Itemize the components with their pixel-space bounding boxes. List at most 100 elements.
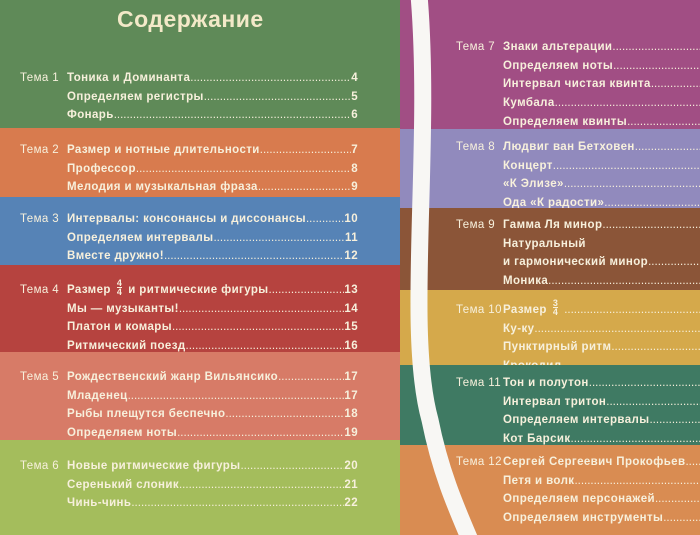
toc-entry[interactable]: Пунктирный ритм (456, 338, 700, 356)
toc-entry[interactable]: Тема 11 Тон и полутон (456, 374, 700, 392)
entry-title-text: Концерт (503, 159, 553, 172)
toc-entry[interactable]: Тема 2 Размер и нотные длительности 7 (20, 141, 358, 159)
page-number: 5 (351, 90, 358, 103)
toc-entry[interactable]: Мелодия и музыкальная фраза 9 (20, 178, 358, 196)
toc-entry[interactable]: Тема 7 Знаки альтерации (456, 38, 700, 56)
topic-label: Тема 11 (456, 377, 502, 389)
toc-entry[interactable]: Петя и волк (456, 472, 700, 490)
entry-title: Определяем ноты (503, 57, 613, 75)
toc-entry[interactable]: Концерт (456, 157, 700, 175)
entry-title: Серенький слоник (67, 476, 179, 494)
entry-title-text: Кумбала (503, 97, 555, 110)
toc-entry[interactable]: Интервал тритон (456, 393, 700, 411)
toc-entry[interactable]: Младенец 17 (20, 387, 358, 405)
entry-title-text: Определяем инструменты (503, 512, 664, 525)
toc-entry[interactable]: Платон и комары 15 (20, 318, 358, 336)
entry-title-text: Младенец (67, 389, 128, 402)
toc-entry[interactable]: Определяем регистры 5 (20, 88, 358, 106)
topic-label: Тема 6 (20, 460, 60, 472)
entry-title: Людвиг ван Бетховен (503, 138, 635, 156)
entry-title: Моника (503, 272, 548, 290)
entry-title-text: Интервал чистая квинта (503, 78, 651, 91)
page-number: 22 (344, 497, 358, 510)
toc-entry[interactable]: Тема 10 Размер 3 4 (456, 299, 700, 319)
toc-entry[interactable]: Профессор 8 (20, 160, 358, 178)
toc-entry[interactable]: Рыбы плещутся беспечно 18 (20, 405, 358, 423)
entry-title: Интервал тритон (503, 393, 606, 411)
entry-title-text: Определяем регистры (67, 90, 204, 103)
toc-entry[interactable]: Интервал чистая квинта (456, 75, 700, 93)
page-number: 16 (344, 340, 358, 353)
toc-entry[interactable]: Мы — музыканты! 14 (20, 300, 358, 318)
toc-entry[interactable]: Ку-ку (456, 320, 700, 338)
toc-entry[interactable]: Моника (456, 272, 700, 290)
toc-entry[interactable]: Определяем ноты (456, 57, 700, 75)
toc-entry[interactable]: Тема 4 Размер 44 и ритмические фигуры 13 (20, 278, 358, 299)
toc-entry[interactable]: Серенький слоник 21 (20, 476, 358, 494)
page-number: 9 (351, 181, 358, 194)
entry-title: Чинь-чинь (67, 494, 131, 512)
toc-entry[interactable]: Определяем персонажей (456, 490, 700, 508)
entry-title: Мелодия и музыкальная фраза (67, 178, 258, 196)
toc-entry[interactable]: Определяем инструменты (456, 509, 700, 527)
topic-label: Тема 10 (456, 304, 502, 316)
entry-title-text: Определяем персонажей (503, 493, 655, 506)
entry-title: Гамма Ля минор (503, 216, 602, 234)
toc-entry[interactable]: Вместе дружно! 12 (20, 247, 358, 265)
entry-title-text: Определяем ноты (67, 427, 178, 440)
page-number: 10 (344, 213, 358, 225)
toc-entry[interactable]: Тема 6 Новые ритмические фигуры 20 (20, 457, 358, 475)
entry-title: Фонарь (67, 106, 114, 124)
toc-entry[interactable]: Тема 8 Людвиг ван Бетховен (456, 138, 700, 156)
left-page: Тема 1 Тоника и Доминанта 4 Определяем реги… (0, 0, 440, 535)
toc-entry[interactable]: Тема 9 Гамма Ля минор (456, 216, 700, 234)
toc-entry[interactable]: Определяем интервалы 11 (20, 229, 358, 247)
entry-title-text: Определяем квинты (503, 115, 628, 128)
page-number: 17 (344, 371, 358, 383)
toc-entry[interactable]: Ритмический поезд 16 (20, 337, 358, 355)
entry-title: Определяем квинты (503, 113, 627, 131)
entry-title-text: Чинь-чинь (67, 497, 132, 510)
topic-label: Тема 2 (20, 144, 60, 156)
toc-entry[interactable]: Кумбала (456, 94, 700, 112)
toc-entry[interactable]: «К Элизе» (456, 175, 700, 193)
toc-entry[interactable]: Тема 3 Интервалы: консонансы и диссонансы… (20, 210, 358, 228)
entry-title-text: Мелодия и музыкальная фраза (67, 181, 258, 194)
page-number: 12 (344, 250, 358, 263)
entry-title: Пунктирный ритм (503, 338, 611, 356)
entry-title: Рождественский жанр Вильянсико (67, 368, 278, 386)
page-number: 6 (351, 109, 358, 122)
toc-entry[interactable]: Тема 12 Сергей Сергеевич Прокофьев (456, 453, 700, 471)
entry-title-text: Интервал тритон (503, 395, 607, 408)
toc-entry[interactable]: Тема 5 Рождественский жанр Вильянсико 17 (20, 368, 358, 386)
entry-title-text: Рождественский жанр Вильянсико (67, 371, 279, 383)
entry-title: Интервал чистая квинта (503, 75, 651, 93)
toc-entry[interactable]: Чинь-чинь 22 (20, 494, 358, 512)
entry-title: и гармонический минор (503, 253, 648, 271)
toc-entry[interactable]: Фонарь 6 (20, 106, 358, 124)
right-page: Тема 7 Знаки альтерации Определяем ноты Инт… (400, 0, 700, 535)
toc-entry[interactable]: Определяем интервалы (456, 411, 700, 429)
entry-title: Кумбала (503, 94, 555, 112)
topic-label: Тема 1 (20, 72, 60, 84)
toc-entry[interactable]: Кот Барсик (456, 430, 700, 448)
toc-entry[interactable]: Тема 1 Тоника и Доминанта 4 (20, 69, 358, 87)
entry-title-text: Определяем интервалы (503, 414, 650, 427)
fraction-numerator: 4 (116, 278, 123, 289)
entry-title-text: Ку-ку (503, 322, 535, 335)
toc-entry[interactable]: и гармонический минор (456, 253, 700, 271)
entry-title-text: Тон и полутон (503, 377, 589, 389)
toc-entry[interactable]: Ода «К радости» (456, 194, 700, 212)
page-number: 18 (344, 408, 358, 421)
toc-entry[interactable]: Натуральный (456, 235, 700, 253)
entry-title: Ода «К радости» (503, 194, 604, 212)
entry-title: Размер 3 4 (503, 299, 564, 319)
toc-entry[interactable]: Определяем ноты 19 (20, 424, 358, 442)
page-number: 13 (344, 284, 358, 296)
entry-title: Младенец (67, 387, 128, 405)
entry-title-text: «К Элизе» (503, 178, 564, 191)
page-number: 14 (344, 302, 358, 315)
entry-title-text: Натуральный (503, 237, 586, 250)
toc-entry[interactable]: Определяем квинты (456, 113, 700, 131)
